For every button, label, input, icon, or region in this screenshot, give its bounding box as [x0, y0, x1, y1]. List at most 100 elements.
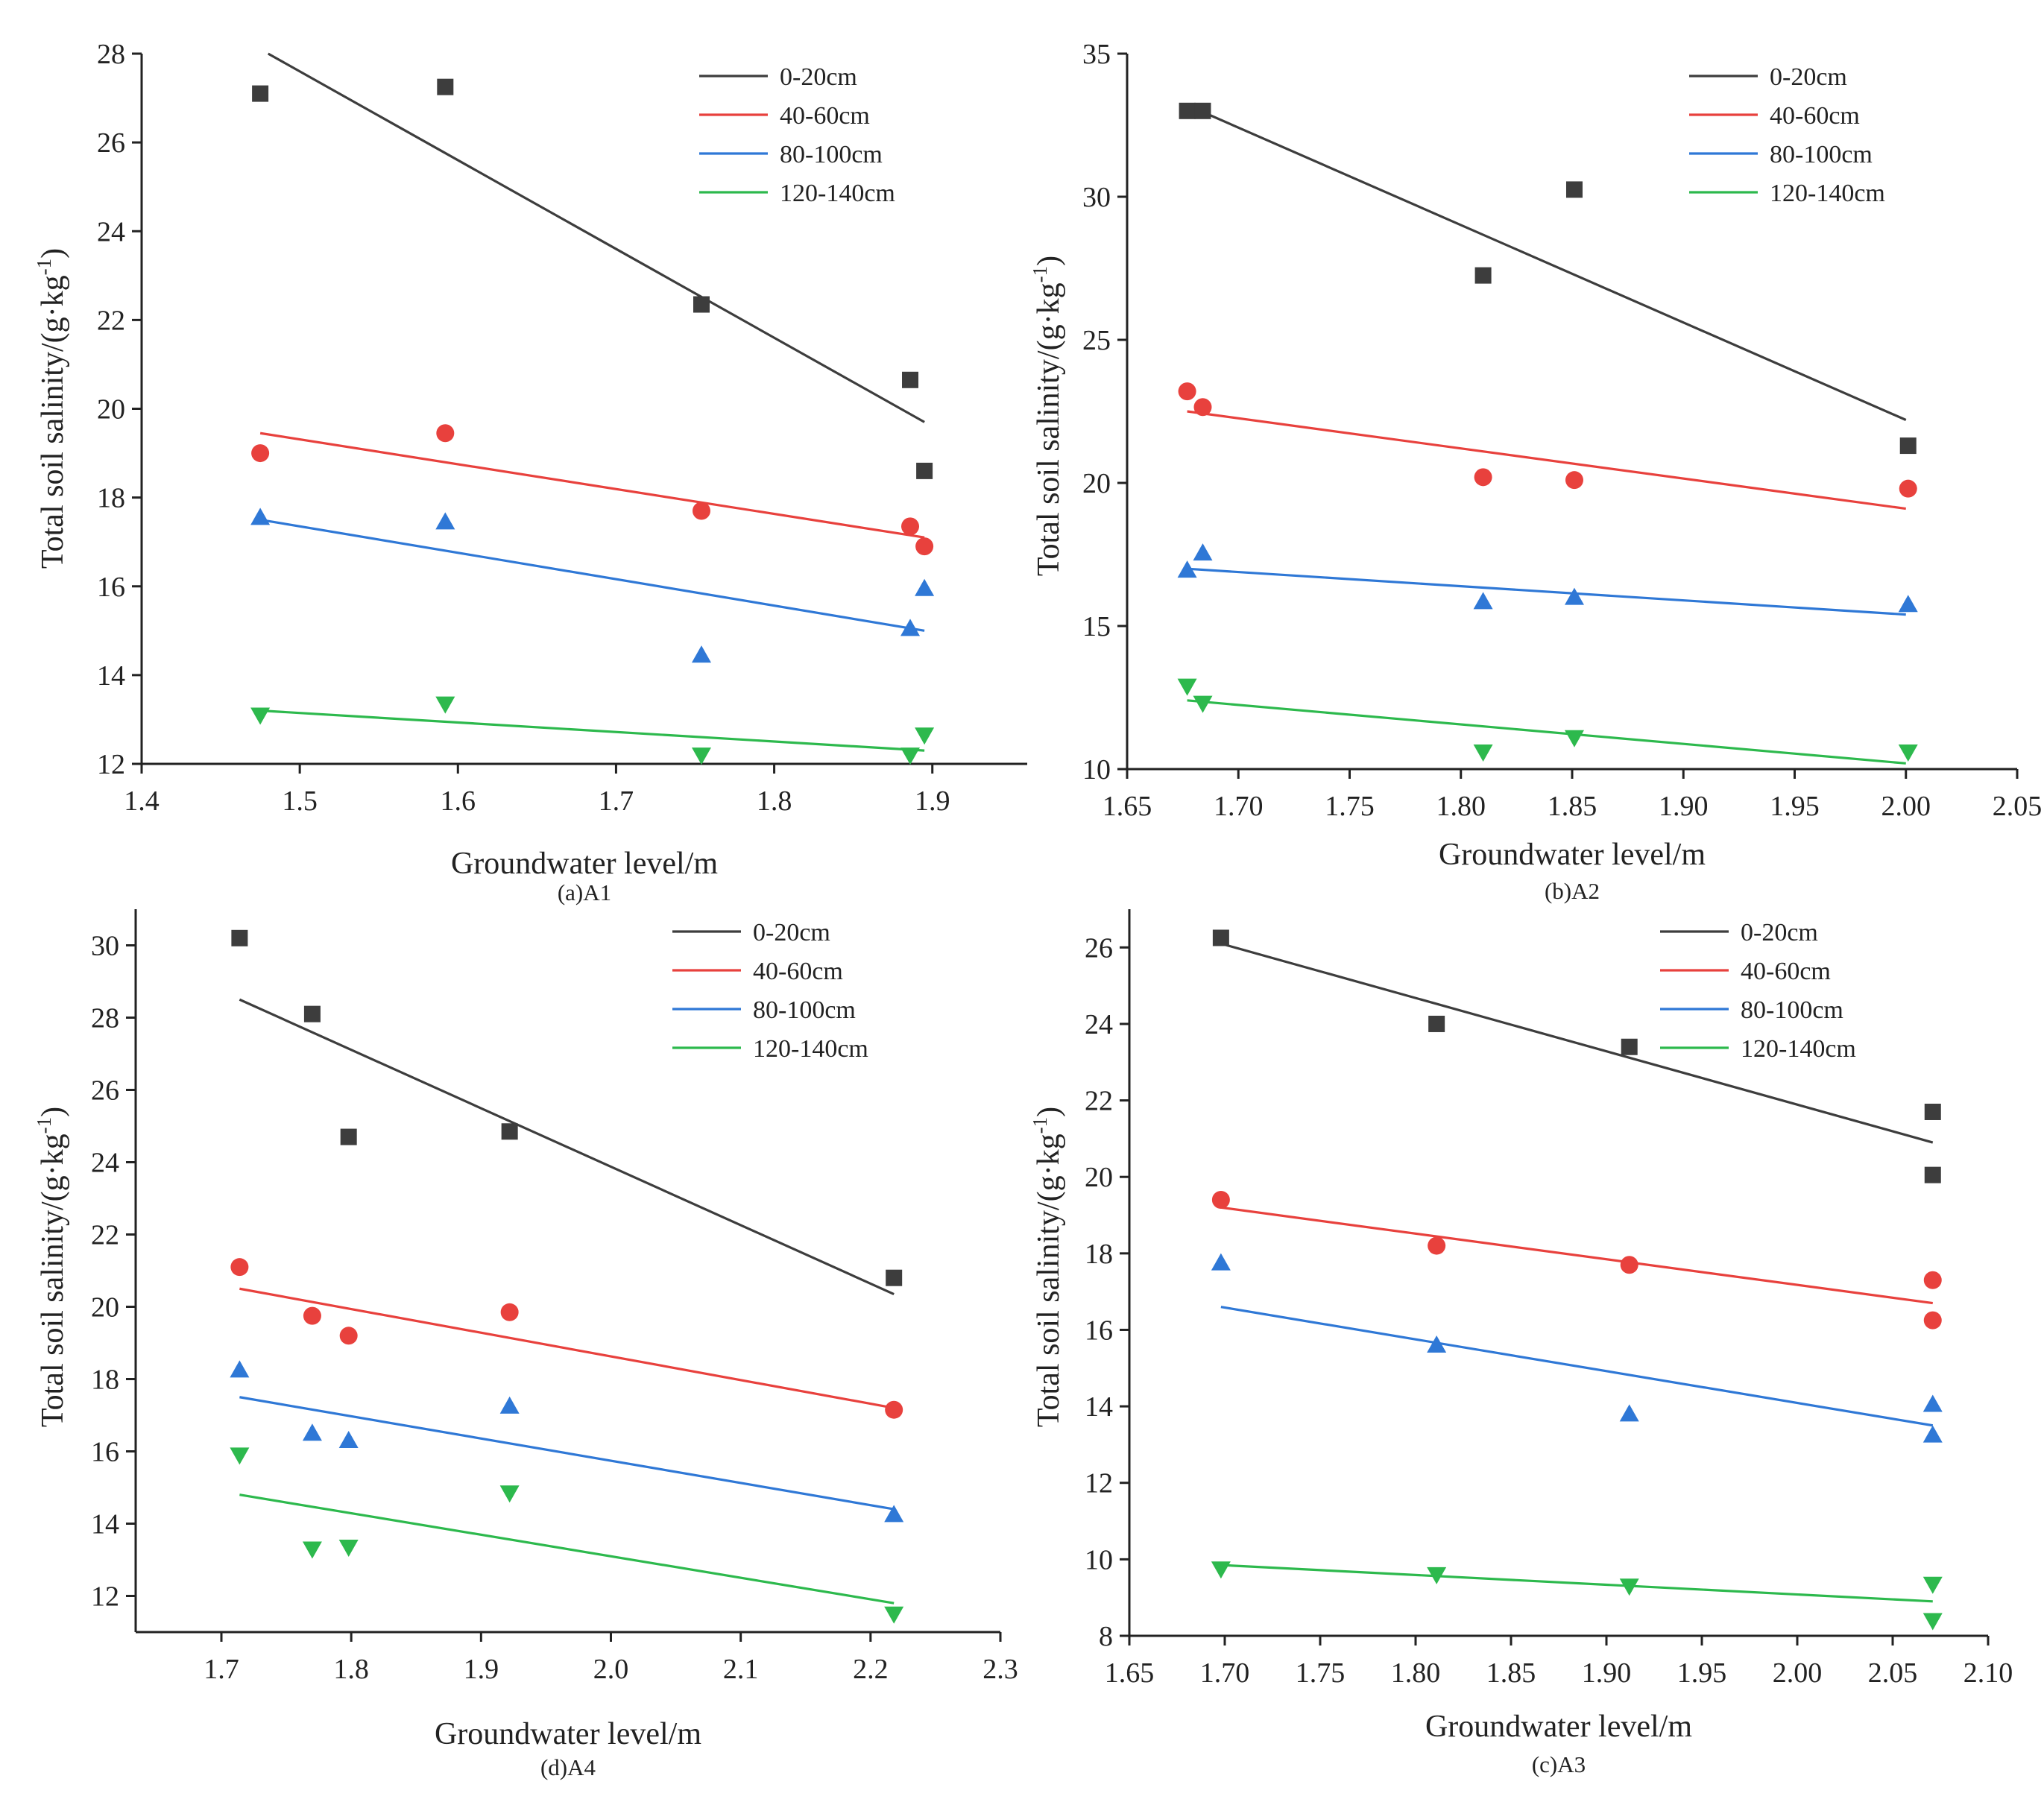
data-point: [251, 444, 270, 463]
y-tick-label: 15: [1082, 611, 1111, 642]
y-axis-title: Total soil salinity/(g·kg-1): [1029, 1107, 1066, 1427]
series-120-140cm: [250, 696, 935, 765]
legend-label: 0-20cm: [1770, 63, 1847, 91]
data-point: [437, 78, 454, 95]
x-tick-label: 2.2: [853, 1654, 889, 1685]
series-120-140cm: [1177, 678, 1918, 765]
data-point: [692, 502, 710, 520]
data-point: [1193, 695, 1213, 713]
fit-line: [239, 1287, 895, 1409]
fit-line: [1186, 104, 1907, 421]
data-point: [886, 1269, 903, 1286]
series-80-100cm: [230, 1360, 904, 1523]
chart-panel-4: 1.65 1.70 1.75 1.80 1.85 1.90 1.95 2.00 2.05 2.10…: [1029, 909, 2013, 1777]
x-tick-label: 1.80: [1436, 791, 1486, 822]
data-point: [1212, 929, 1229, 946]
series-0-20cm: [231, 929, 903, 1295]
legend: 0-20cm 40-60cm 80-100cm 120-140cm: [1660, 919, 1856, 1063]
panel-caption: (b)A2: [1545, 878, 1600, 904]
x-tick-label: 1.5: [282, 785, 318, 817]
x-tick-label: 2.05: [1868, 1657, 1918, 1689]
y-axis-title-main: Total soil salinity/(g·kg: [36, 275, 70, 569]
data-point: [1428, 1236, 1446, 1255]
data-point: [231, 929, 248, 946]
data-point: [1211, 1191, 1230, 1209]
legend: 0-20cm 40-60cm 80-100cm 120-140cm: [699, 63, 895, 207]
legend-label: 80-100cm: [1741, 996, 1843, 1024]
y-tick-label: 24: [91, 1148, 119, 1179]
y-tick-label: 30: [91, 931, 119, 962]
y-axis-title-end: ): [1032, 256, 1066, 266]
series-0-20cm: [1179, 102, 1917, 455]
data-point: [915, 537, 934, 556]
data-point: [1924, 1103, 1941, 1120]
data-point: [230, 1447, 250, 1465]
x-tick-label: 2.3: [982, 1654, 1018, 1685]
y-tick-label: 16: [1085, 1315, 1113, 1346]
y-axis-title-main: Total soil salinity/(g·kg: [1032, 282, 1066, 576]
y-tick-label: 14: [97, 660, 125, 692]
legend-label: 40-60cm: [1741, 958, 1831, 985]
y-axis-title: Total soil salinity/(g·kg-1): [33, 1107, 70, 1427]
x-tick-label: 1.9: [464, 1654, 499, 1685]
y-axis-title-sup: -1: [1029, 1117, 1051, 1134]
fit-line: [1187, 567, 1906, 616]
fit-line: [239, 998, 895, 1295]
y-axis-title-main: Total soil salinity/(g·kg: [1032, 1134, 1066, 1427]
data-point: [1564, 587, 1584, 605]
data-point: [691, 645, 711, 663]
x-tick-label: 1.7: [204, 1654, 239, 1685]
data-point: [436, 424, 455, 443]
y-tick-label: 30: [1082, 182, 1111, 213]
y-tick-label: 35: [1082, 39, 1111, 70]
data-point: [900, 747, 921, 765]
chart-panel-2: 1.65 1.70 1.75 1.80 1.85 1.90 1.95 2.00 2.05 10 15…: [1029, 39, 2042, 904]
data-point: [915, 578, 935, 596]
data-point: [1427, 1567, 1447, 1584]
x-tick-label: 1.6: [441, 785, 476, 817]
y-tick-label: 14: [91, 1509, 119, 1540]
data-point: [1564, 730, 1584, 747]
x-tick-label: 1.70: [1200, 1657, 1250, 1689]
fit-line: [267, 52, 925, 423]
y-tick-label: 12: [1085, 1468, 1113, 1499]
series-40-60cm: [251, 424, 934, 556]
x-tick-label: 1.4: [124, 785, 160, 817]
fit-line: [1220, 1206, 1933, 1305]
data-point: [1924, 1166, 1941, 1183]
data-point: [339, 1327, 358, 1345]
series-0-20cm: [252, 52, 933, 479]
legend-label: 80-100cm: [1770, 141, 1873, 168]
data-point: [885, 1400, 903, 1419]
data-point: [1619, 1578, 1639, 1596]
y-tick-label: 20: [1082, 468, 1111, 499]
fit-line: [259, 431, 925, 539]
y-tick-label: 22: [1085, 1086, 1113, 1117]
data-point: [691, 747, 711, 765]
x-tick-label: 1.80: [1391, 1657, 1441, 1689]
data-point: [435, 696, 455, 714]
x-tick-label: 1.90: [1582, 1657, 1632, 1689]
data-point: [1473, 744, 1493, 762]
legend-label: 80-100cm: [753, 996, 856, 1024]
data-point: [1621, 1038, 1638, 1055]
y-tick-label: 26: [97, 127, 125, 159]
x-tick-label: 1.85: [1486, 1657, 1536, 1689]
series-80-100cm: [1177, 543, 1918, 616]
legend-label: 80-100cm: [780, 141, 883, 168]
data-point: [1922, 1394, 1943, 1412]
data-point: [1473, 592, 1493, 610]
y-axis-title-end: ): [36, 248, 70, 259]
x-tick-label: 1.65: [1105, 1657, 1155, 1689]
y-tick-label: 28: [97, 39, 125, 70]
legend-label: 120-140cm: [1741, 1035, 1856, 1063]
y-tick-label: 20: [91, 1292, 119, 1324]
legend-label: 40-60cm: [753, 958, 843, 985]
data-point: [252, 85, 269, 102]
y-tick-label: 12: [97, 749, 125, 780]
data-point: [302, 1423, 322, 1441]
x-tick-label: 1.9: [915, 785, 950, 817]
series-40-60cm: [1178, 382, 1917, 510]
fit-line: [1187, 699, 1906, 765]
